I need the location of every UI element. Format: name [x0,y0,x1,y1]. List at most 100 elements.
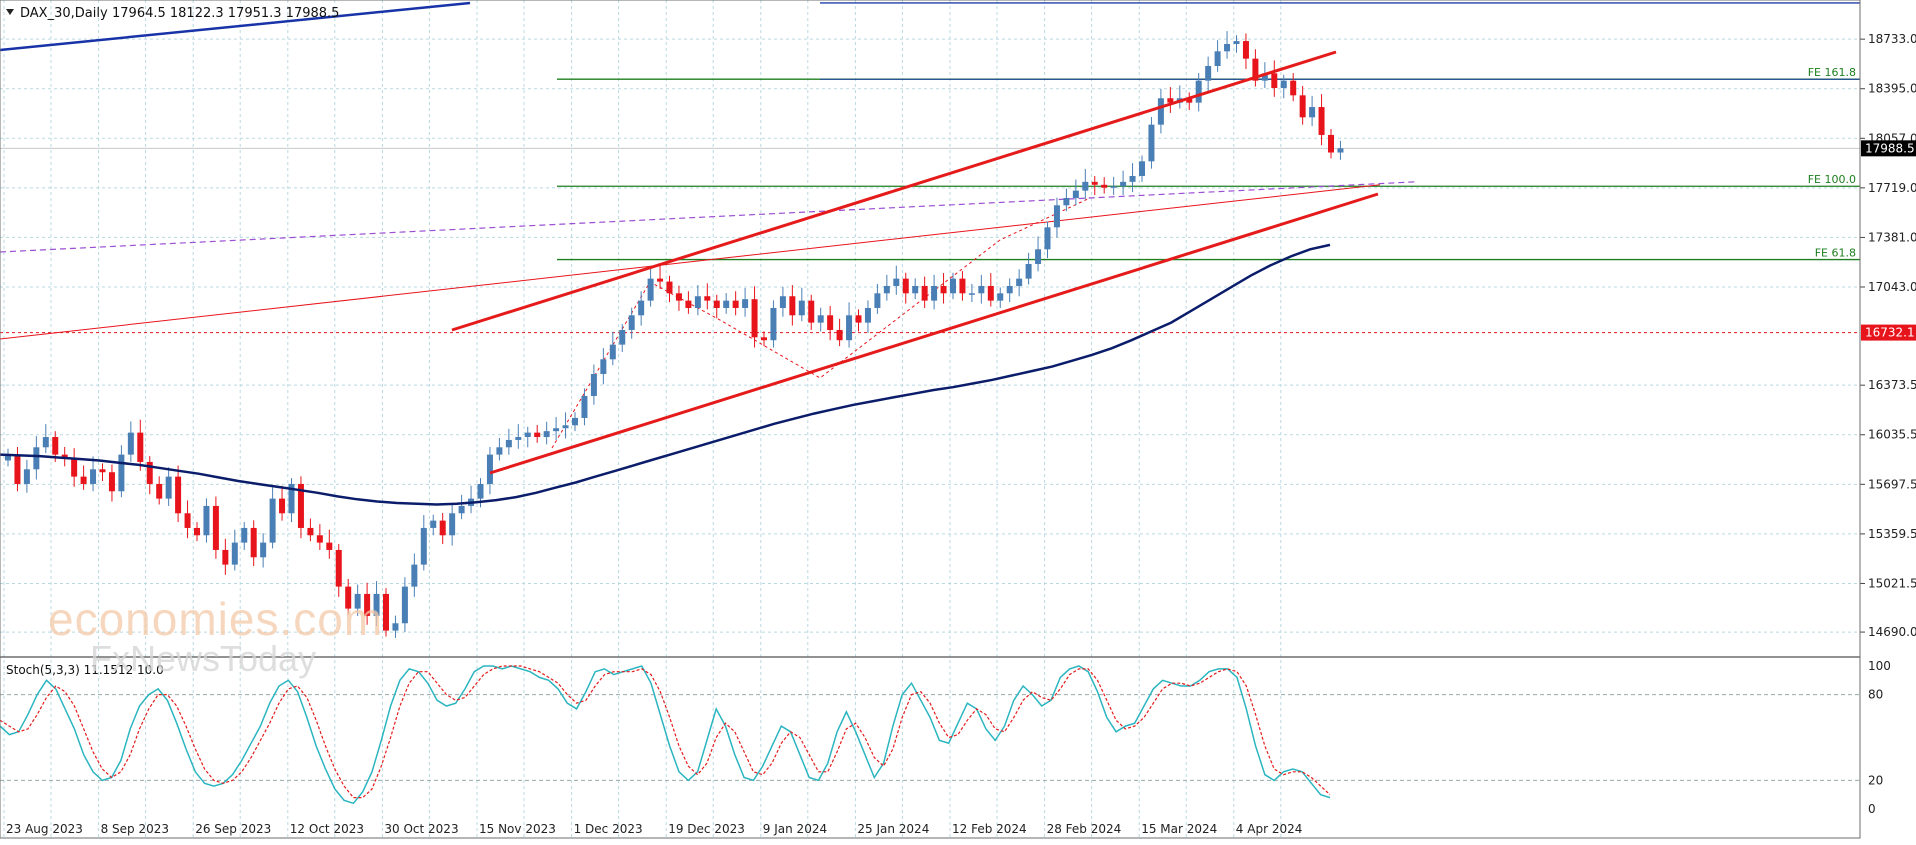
candle-bull [496,447,503,455]
candle-bear [222,549,229,565]
support-level-badge [1861,324,1916,341]
fib-level-label: FE 161.8 [1808,66,1856,79]
candle-bull [562,425,569,429]
candle-bear [250,527,257,558]
candle-bear [1290,80,1297,96]
candle-bull [90,469,97,484]
candle-bear [99,469,106,473]
candles [5,31,1344,638]
candle-bull [1233,41,1240,44]
candle-bull [846,315,853,341]
candle-bull [912,285,919,294]
candle-bear [316,535,323,543]
candle-bull [600,359,607,374]
candle-bull [742,299,749,308]
date-tick-label: 19 Dec 2023 [668,822,745,836]
candle-bull [1110,186,1117,188]
candle-bear [827,315,834,330]
candle-bear [137,432,144,462]
date-tick-label: 26 Sep 2023 [195,822,271,836]
candle-bear [364,593,371,616]
candle-bear [175,476,182,514]
candle-bear [307,527,314,536]
candle-bear [279,498,286,514]
candle-bull [931,285,938,301]
candle-bull [874,293,881,308]
candle-bear [52,437,59,455]
price-tick-label: 15697.5 [1868,477,1916,491]
candle-bull [1072,190,1079,198]
candle-bull [1025,263,1032,279]
candle-bear [439,520,446,536]
price-tick-label: 16373.5 [1868,378,1916,392]
candle-bull [203,505,210,536]
candle-bear [987,285,994,301]
channel-upper-line [451,50,1337,332]
candle-bear [836,329,843,341]
candle-bull [430,520,437,528]
candle-bull [609,344,616,360]
header-ohlc: 17964.5 18122.3 17951.3 17988.5 [112,6,339,21]
candle-bear [751,299,758,338]
stoch-label: Stoch(5,3,3) 11.1512 10.0 [6,663,164,677]
candle-bull [1280,80,1287,88]
candle-bull [231,542,238,565]
candle-bull [1224,43,1231,52]
date-tick-label: 8 Sep 2023 [101,822,169,836]
candle-bull [354,593,361,609]
candle-bull [1082,181,1089,191]
candle-bull [1205,65,1212,81]
candle-bull [288,483,295,514]
price-tick-label: 16035.5 [1868,428,1916,442]
candle-bull [1129,175,1136,182]
trend-overlays-front [0,50,1379,506]
candle-bull [779,296,786,308]
date-tick-label: 15 Mar 2024 [1141,822,1217,836]
candle-bear [184,513,191,528]
chart-menu-triangle-icon[interactable] [6,9,14,15]
candle-bull [950,278,956,294]
candle-bear [534,432,541,438]
candle-bear [1299,95,1306,118]
price-tick-label: 17719.0 [1868,181,1916,195]
stoch-signal-line [0,665,1331,799]
candle-bull [553,428,560,432]
candle-bear [1242,41,1249,59]
candle-bull [1053,205,1060,228]
candle-bull [968,293,975,295]
candle-bull [269,498,276,543]
candle-bull [723,300,730,308]
candle-bear [675,293,682,301]
candle-bull [449,513,456,536]
header-symbol: DAX_30,Daily [20,6,108,21]
date-tick-label: 1 Dec 2023 [574,822,643,836]
candle-bear [921,285,928,301]
candle-bear [1318,107,1325,135]
candle-bear [1167,98,1174,103]
candle-bull [893,278,900,286]
stoch-tick-label: 100 [1868,659,1891,673]
candle-bear [1328,134,1334,153]
candle-bull [1016,278,1023,286]
candle-bear [959,278,966,294]
candle-bull [647,278,654,301]
candle-bull [1309,107,1316,118]
candle-bull [515,437,522,440]
date-tick-label: 30 Oct 2023 [384,822,458,836]
price-tick-label: 15021.5 [1868,576,1916,590]
candle-bull [883,285,890,294]
candle-bear [732,300,739,308]
price-tick-label: 15359.5 [1868,527,1916,541]
candle-bear [1186,98,1193,103]
candle-bear [297,483,304,528]
date-tick-label: 15 Nov 2023 [479,822,556,836]
candle-bear [685,300,692,308]
candle-bull [241,527,248,543]
candle-bull [420,527,427,565]
candle-bull [260,542,267,558]
support-level-value: 16732.1 [1865,326,1915,340]
candle-bull [42,437,49,448]
